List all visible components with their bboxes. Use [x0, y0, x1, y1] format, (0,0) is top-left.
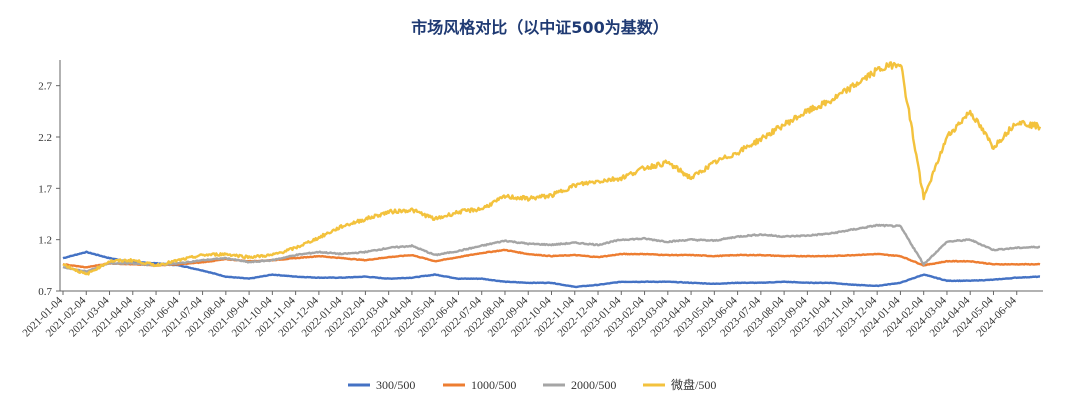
y-tick-label: 0.7: [38, 286, 52, 298]
legend-label: 300/500: [376, 378, 415, 392]
y-tick-label: 2.2: [38, 132, 52, 144]
y-tick-label: 1.7: [38, 183, 52, 195]
legend: 300/500 1000/500 2000/500 微盘/500: [348, 377, 716, 392]
series-line-1: [62, 250, 1041, 289]
axes: 0.71.21.72.22.72021-01-042021-02-042021-…: [20, 60, 1043, 339]
legend-label: 微盘/500: [671, 377, 716, 392]
series-layer: [62, 61, 1042, 289]
legend-label: 2000/500: [571, 378, 616, 392]
series-line-4: [62, 61, 1042, 276]
series-line-3: [62, 223, 1041, 273]
y-tick-label: 1.2: [38, 235, 52, 247]
chart-title: 市场风格对比（以中证500为基数）: [411, 18, 669, 37]
legend-label: 1000/500: [471, 378, 516, 392]
y-tick-label: 2.7: [38, 81, 52, 93]
